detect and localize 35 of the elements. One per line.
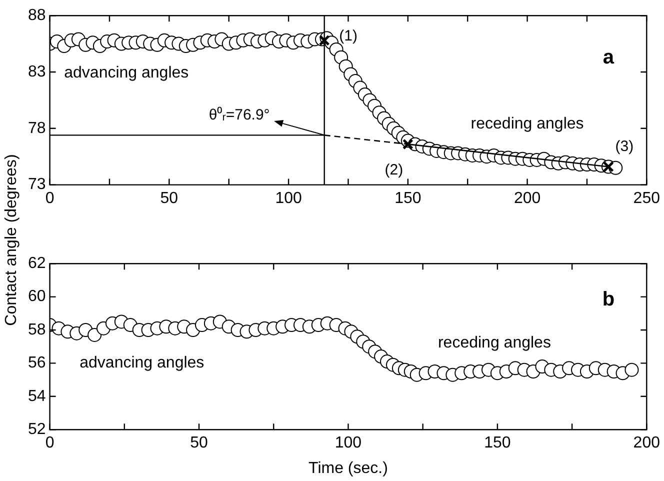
annotation: (3) [615, 138, 634, 155]
annotation: receding angles [438, 334, 551, 352]
y-tick-label: 88 [28, 7, 46, 24]
annotation: receding angles [470, 115, 584, 132]
x-axis-title: Time (sec.) [308, 460, 388, 477]
x-tick-label: 200 [514, 190, 541, 207]
x-tick-label: 50 [190, 434, 208, 452]
annotation: advancing angles [80, 354, 204, 372]
annotation: (2) [384, 161, 404, 178]
x-tick-label: 50 [160, 190, 178, 207]
y-tick-label: 60 [28, 288, 46, 306]
point [318, 34, 330, 46]
y-axis-title: Contact angle (degrees) [3, 154, 21, 326]
x-tick-label: 100 [334, 434, 362, 452]
annotation: a [602, 46, 615, 68]
x-tick-label: 150 [484, 434, 511, 452]
annotation: b [602, 288, 615, 311]
annotation: θ⁰ᵣ=76.9° [208, 106, 270, 124]
point [402, 138, 414, 150]
y-tick-label: 54 [28, 388, 46, 405]
y-tick-label: 62 [28, 255, 46, 272]
y-tick-label: 58 [28, 321, 46, 338]
x-tick-label: 150 [394, 190, 422, 207]
x-tick-label: 250 [633, 190, 660, 207]
x-tick-label: 0 [45, 434, 54, 452]
y-tick-label: 83 [28, 63, 46, 80]
annotation: (1) [339, 28, 358, 45]
x-tick-label: 0 [45, 190, 54, 207]
y-tick-label: 56 [28, 354, 46, 372]
x-tick-label: 200 [633, 434, 660, 452]
y-tick-label: 52 [28, 421, 46, 438]
y-tick-label: 73 [28, 176, 46, 194]
annotation: advancing angles [64, 64, 189, 82]
y-tick-label: 78 [28, 120, 46, 137]
x-tick-label: 100 [275, 190, 302, 207]
